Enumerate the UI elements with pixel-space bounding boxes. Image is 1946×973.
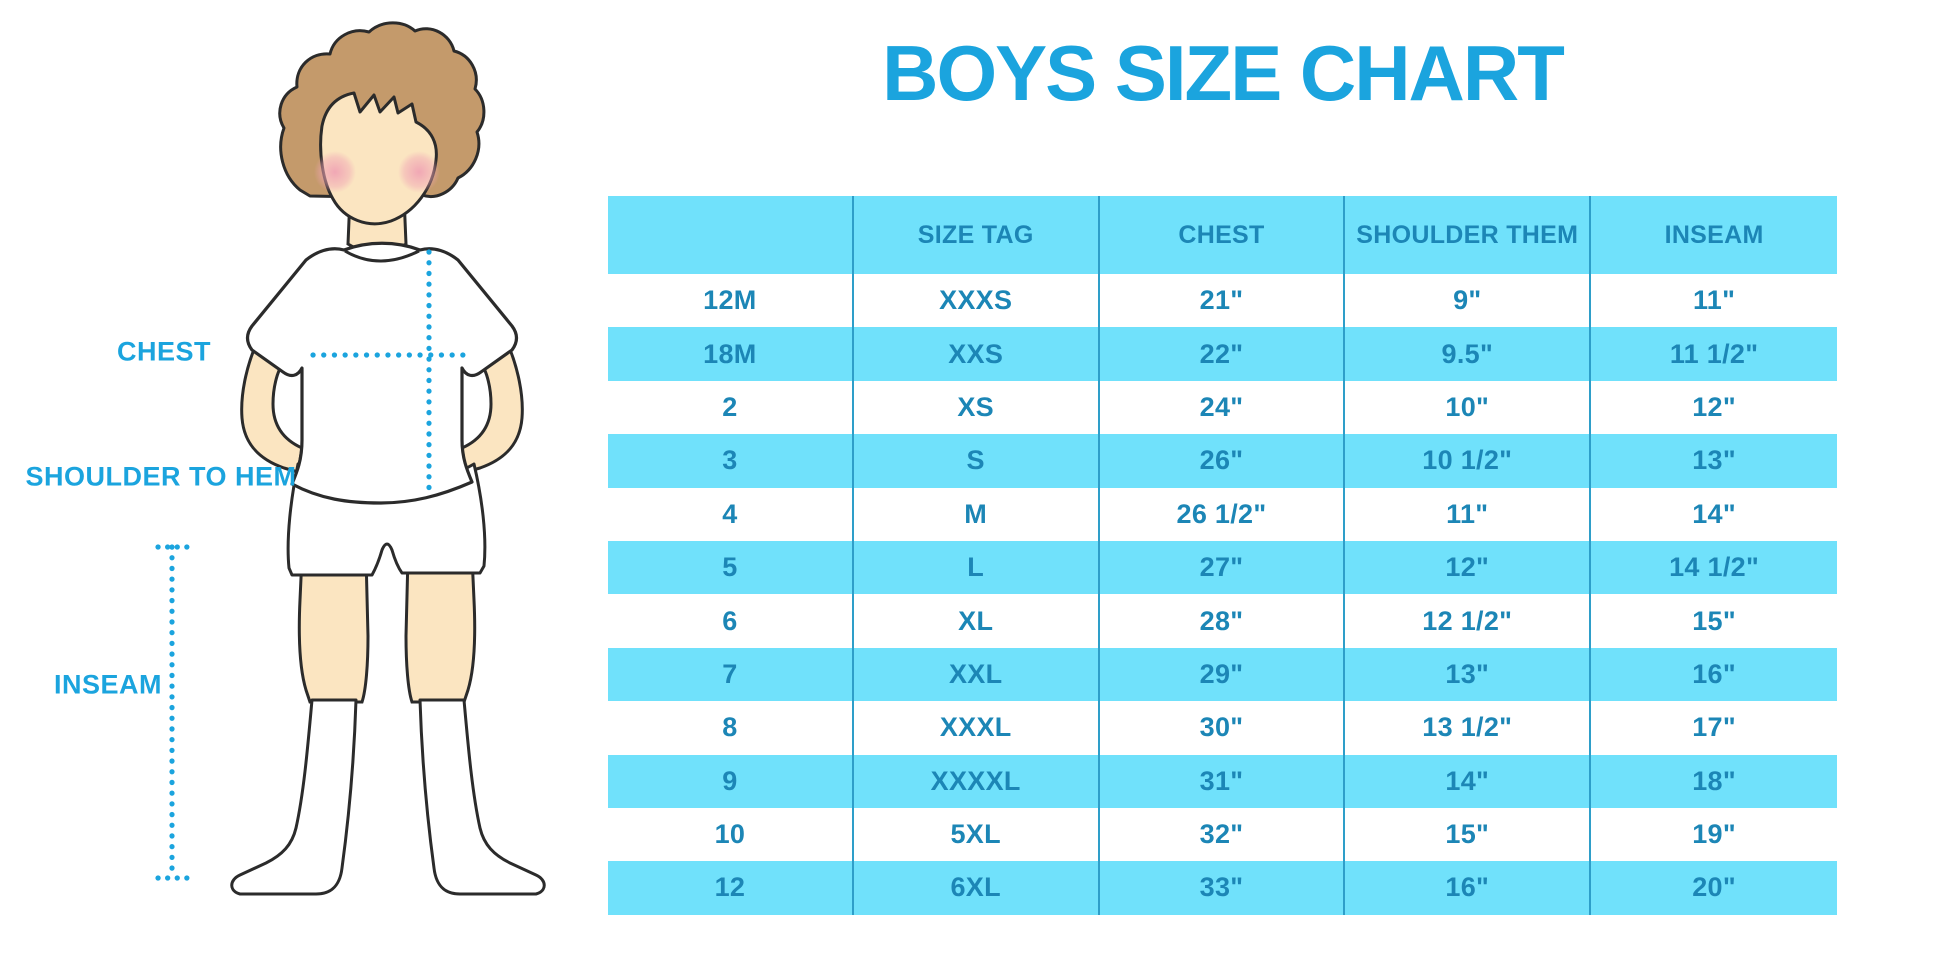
table-cell: 18M xyxy=(608,327,854,381)
right-sock xyxy=(418,698,546,896)
table-cell: 28" xyxy=(1100,594,1346,648)
table-header-cell xyxy=(608,196,854,274)
table-cell: 6 xyxy=(608,594,854,648)
table-cell: 12 1/2" xyxy=(1345,594,1592,648)
table-header-cell: INSEAM xyxy=(1591,196,1837,274)
table-cell: 7 xyxy=(608,647,854,702)
left-leg xyxy=(297,554,370,704)
table-cell: 5XL xyxy=(854,807,1100,862)
table-cell: L xyxy=(853,540,1100,595)
table-cell: 14" xyxy=(1345,754,1592,808)
table-cell: XXS xyxy=(853,327,1100,381)
chest-label: CHEST xyxy=(116,336,212,367)
table-cell: XXL xyxy=(853,647,1100,702)
table-cell: 11" xyxy=(1692,285,1736,316)
table-cell: 10" xyxy=(1345,380,1592,435)
table-cell: 16" xyxy=(1591,647,1837,702)
table-cell: 14 1/2" xyxy=(1591,540,1837,595)
table-cell: 33" xyxy=(1099,861,1346,915)
table-cell: 9" xyxy=(1345,274,1592,328)
table-cell: 24" xyxy=(1100,380,1346,435)
table-cell: S xyxy=(853,434,1100,488)
table-cell: 3 xyxy=(608,434,854,488)
shoulder-to-hem-label: SHOULDER TO HEM xyxy=(25,461,297,492)
table-cell: 16" xyxy=(1345,861,1592,915)
right-arm xyxy=(460,334,524,474)
table-cell: 2 xyxy=(608,380,854,435)
table-cell: 26 1/2" xyxy=(1100,487,1346,541)
table-cell: 19" xyxy=(1692,819,1736,850)
table-cell: 18" xyxy=(1591,754,1837,808)
table-cell: 29" xyxy=(1099,647,1346,702)
inseam-label: INSEAM xyxy=(53,669,163,700)
table-cell: M xyxy=(854,487,1100,541)
table-header-cell: CHEST xyxy=(1099,196,1346,274)
page-title: BOYS SIZE CHART xyxy=(882,29,1565,117)
table-cell: 13" xyxy=(1345,647,1592,702)
right-leg xyxy=(404,554,477,704)
table-cell: 15" xyxy=(1692,605,1736,636)
table-cell: 10 1/2" xyxy=(1345,434,1592,488)
table-cell: 22" xyxy=(1099,327,1346,381)
table-cell: 20" xyxy=(1591,861,1837,915)
table-cell: 21" xyxy=(1100,274,1346,328)
table-cell: 15" xyxy=(1345,807,1592,862)
table-cell: 14" xyxy=(1692,498,1736,529)
table-cell: 6XL xyxy=(853,861,1100,915)
table-cell: 17" xyxy=(1692,712,1736,743)
table-cell: 31" xyxy=(1099,754,1346,808)
left-arm xyxy=(240,334,304,474)
table-cell: 8 xyxy=(608,701,854,755)
table-cell: 10 xyxy=(608,807,854,862)
boy-illustration xyxy=(155,21,546,896)
table-header-cell: SHOULDER THEM xyxy=(1345,196,1592,274)
table-cell: XS xyxy=(854,380,1100,435)
table-cell: 11 1/2" xyxy=(1591,327,1837,381)
table-cell: 12M xyxy=(608,274,854,328)
table-cell: 13" xyxy=(1591,434,1837,488)
table-cell: 12" xyxy=(1345,540,1592,595)
left-cheek-blush xyxy=(314,151,356,193)
table-cell: 12" xyxy=(1692,391,1736,422)
shirt-neckline xyxy=(344,249,420,263)
table-cell: 26" xyxy=(1099,434,1346,488)
table-cell: 27" xyxy=(1099,540,1346,595)
table-cell: XXXS xyxy=(854,274,1100,328)
table-cell: 13 1/2" xyxy=(1345,701,1592,755)
table-cell: 12 xyxy=(608,861,854,915)
right-cheek-blush xyxy=(398,151,440,193)
table-cell: XXXXL xyxy=(853,754,1100,808)
table-cell: XXXL xyxy=(854,701,1100,755)
size-chart-table: SIZE TAG CHEST SHOULDER THEM INSEAM 12M XXXS 2… xyxy=(608,196,1837,915)
table-cell: 32" xyxy=(1100,807,1346,862)
table-cell: 30" xyxy=(1100,701,1346,755)
table-cell: 11" xyxy=(1345,487,1592,541)
table-cell: 9.5" xyxy=(1345,327,1592,381)
left-sock xyxy=(230,698,358,896)
table-header-cell: SIZE TAG xyxy=(853,196,1100,274)
shirt xyxy=(245,241,519,505)
table-cell: 5 xyxy=(608,540,854,595)
table-cell: XL xyxy=(854,594,1100,648)
table-cell: 9 xyxy=(608,754,854,808)
table-cell: 4 xyxy=(608,487,854,541)
